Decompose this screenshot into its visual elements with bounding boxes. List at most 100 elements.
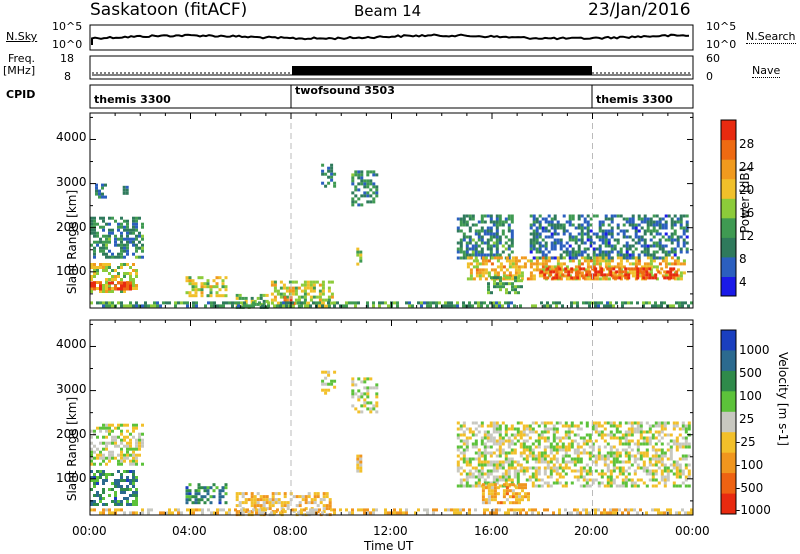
range-cell	[574, 241, 578, 245]
range-cell	[135, 438, 138, 442]
range-cell	[508, 282, 511, 286]
range-cell	[244, 299, 248, 303]
range-cell	[652, 235, 656, 239]
range-cell	[558, 276, 562, 280]
range-cell	[309, 295, 313, 299]
range-cell	[480, 424, 484, 428]
range-cell	[613, 265, 617, 269]
range-cell	[321, 181, 325, 185]
range-cell	[132, 263, 135, 266]
range-cell	[174, 508, 177, 512]
range-cell	[90, 281, 93, 285]
range-cell	[600, 430, 604, 434]
range-cell	[640, 265, 644, 269]
range-cell	[315, 508, 318, 512]
range-cell	[649, 229, 653, 233]
range-cell	[505, 486, 509, 490]
range-cell	[534, 454, 538, 458]
range-cell	[387, 511, 390, 515]
x-tick: 04:00	[172, 524, 207, 538]
range-cell	[657, 460, 661, 464]
range-cell	[129, 503, 132, 506]
range-cell	[138, 240, 141, 244]
range-cell	[658, 226, 662, 230]
freq-left-tick: 18	[60, 52, 74, 65]
range-cell	[669, 304, 672, 308]
range-cell	[675, 448, 679, 452]
range-cell	[322, 504, 326, 508]
range-cell	[654, 454, 658, 458]
range-cell	[562, 232, 566, 236]
range-cell	[525, 469, 529, 473]
range-cell	[274, 492, 278, 496]
range-cell	[132, 470, 135, 473]
range-cell	[577, 259, 581, 263]
range-cell	[555, 472, 559, 476]
range-cell	[663, 466, 667, 470]
range-cell	[369, 410, 373, 414]
range-cell	[565, 265, 569, 269]
range-cell	[660, 511, 663, 515]
range-cell	[327, 301, 330, 305]
range-cell	[547, 229, 551, 233]
range-cell	[312, 286, 316, 290]
range-cell	[597, 270, 601, 274]
range-cell	[586, 223, 590, 227]
range-cell	[472, 265, 476, 269]
range-cell	[543, 430, 547, 434]
range-cell	[319, 498, 323, 502]
range-cell	[357, 395, 361, 399]
range-cell	[95, 183, 98, 187]
range-cell	[598, 253, 602, 257]
range-cell	[465, 223, 469, 227]
range-cell	[286, 504, 290, 508]
range-cell	[600, 469, 604, 473]
range-cell	[676, 235, 680, 239]
range-cell	[633, 508, 636, 512]
range-cell	[111, 290, 114, 293]
range-cell	[456, 511, 459, 515]
range-cell	[648, 469, 652, 473]
range-cell	[685, 247, 689, 251]
range-cell	[120, 263, 123, 266]
range-cell	[501, 436, 505, 440]
range-cell	[555, 273, 559, 277]
range-cell	[589, 244, 593, 248]
range-cell	[300, 508, 303, 512]
range-cell	[111, 304, 114, 308]
range-cell	[601, 229, 605, 233]
range-cell	[444, 304, 447, 308]
range-cell	[661, 217, 665, 221]
range-cell	[550, 256, 554, 260]
range-cell	[441, 304, 444, 308]
velocity-axes-frame	[89, 319, 694, 516]
range-cell	[594, 439, 598, 443]
range-cell	[523, 265, 527, 269]
range-cell	[681, 301, 684, 305]
range-cell	[468, 247, 472, 251]
range-cell	[300, 283, 304, 287]
range-cell	[277, 501, 281, 505]
velocity-cbar-tick: 500	[739, 366, 762, 380]
range-cell	[631, 271, 635, 275]
range-cell	[351, 182, 355, 186]
range-cell	[351, 392, 355, 396]
range-cell	[558, 445, 562, 449]
range-cell	[132, 252, 135, 256]
range-cell	[123, 444, 126, 448]
range-cell	[492, 301, 495, 305]
range-cell	[666, 276, 670, 280]
range-cell	[553, 229, 557, 233]
range-cell	[535, 229, 539, 233]
range-cell	[309, 511, 312, 515]
range-cell	[615, 454, 619, 458]
range-cell	[483, 454, 487, 458]
range-cell	[471, 430, 475, 434]
range-cell	[303, 301, 306, 305]
range-cell	[637, 217, 641, 221]
range-cell	[625, 229, 629, 233]
range-cell	[679, 247, 683, 251]
range-cell	[595, 232, 599, 236]
range-cell	[297, 295, 301, 299]
range-cell	[543, 273, 547, 277]
